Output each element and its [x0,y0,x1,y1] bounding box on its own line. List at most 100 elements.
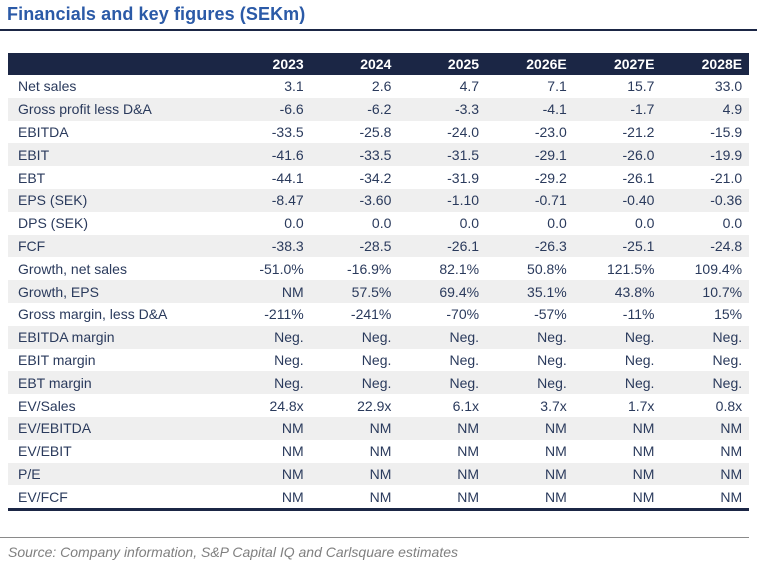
year-column-header: 2025 [398,53,487,75]
table-row: EV/Sales 24.8x 22.9x 6.1x 3.7x 1.7x 0.8x [8,394,750,417]
value-cell: -26.3 [534,237,567,254]
value-cell: -3.3 [454,101,480,118]
row-label: Growth, EPS [18,283,99,300]
value-cell: Neg. [361,329,392,346]
year-column-header: 2027E [573,53,662,75]
value-cell: NM [720,420,743,437]
value-cell: -25.8 [359,123,392,140]
value-cell: -24.8 [710,237,743,254]
value-cell: NM [720,488,743,505]
value-cell: -0.36 [710,192,743,209]
table-row: P/E NM NM NM NM NM NM [8,462,750,486]
row-label: Growth, net sales [18,260,127,277]
value-cell: NM [544,488,567,505]
value-cell: -29.2 [534,169,567,186]
value-cell: NM [632,443,655,460]
value-cell: Neg. [712,374,743,391]
value-cell: 33.0 [714,78,743,95]
row-label: DPS (SEK) [18,215,89,232]
value-cell: 0.0 [547,215,567,232]
financials-table: 2023 2024 2025 2026E 2027E 2028E Net sales 3.1… [8,53,750,512]
value-cell: NM [457,443,480,460]
year-column-header: 2026E [486,53,574,75]
row-label: P/E [18,465,41,482]
value-cell: -33.5 [271,123,304,140]
value-cell: NM [281,443,304,460]
value-cell: -23.0 [534,123,567,140]
row-label: EV/EBIT [18,443,72,460]
value-cell: 3.1 [284,78,304,95]
value-cell: -25.1 [622,237,655,254]
value-cell: -241% [350,306,392,323]
footer-divider [0,537,749,538]
row-label: Gross margin, less D&A [18,306,168,323]
value-cell: Neg. [624,329,655,346]
table-row: FCF -38.3 -28.5 -26.1 -26.3 -25.1 -24.8 [8,234,750,258]
value-cell: NM [369,465,392,482]
value-cell: 50.8% [527,260,567,277]
value-cell: NM [369,488,392,505]
value-cell: -211% [264,306,304,323]
row-label: EBT margin [18,374,92,391]
value-cell: 82.1% [439,260,480,277]
value-cell: -24.0 [447,123,480,140]
value-cell: -16.9% [347,260,392,277]
value-cell: NM [281,488,304,505]
table-row: EBIT -41.6 -33.5 -31.5 -29.1 -26.0 -19.9 [8,143,750,167]
row-label: FCF [18,237,46,254]
value-cell: 57.5% [351,283,392,300]
value-cell: -38.3 [271,237,304,254]
title-divider [0,29,757,31]
row-label: EV/Sales [18,397,76,414]
row-label: EV/EBITDA [18,420,92,437]
row-label: EBITDA margin [18,329,115,346]
value-cell: -44.1 [271,169,304,186]
value-cell: -8.47 [271,192,304,209]
table-row: EBT -44.1 -34.2 -31.9 -29.2 -26.1 -21.0 [8,166,750,189]
value-cell: Neg. [624,374,655,391]
value-cell: -1.7 [630,101,655,118]
value-cell: -31.9 [447,169,480,186]
value-cell: Neg. [537,374,567,391]
value-cell: Neg. [361,374,392,391]
value-cell: -26.0 [622,146,655,163]
row-label: EBITDA [18,123,69,140]
table-row: EPS (SEK) -8.47 -3.60 -1.10 -0.71 -0.40 -0.36 [8,188,750,212]
value-cell: NM [281,283,304,300]
value-cell: NM [369,443,392,460]
value-cell: 0.0 [371,215,392,232]
value-cell: 6.1x [452,397,480,414]
value-cell: 35.1% [527,283,567,300]
value-cell: NM [544,465,567,482]
value-cell: -3.60 [359,192,392,209]
row-label: EBT [18,169,46,186]
value-cell: -31.5 [447,146,480,163]
table-header: 2023 2024 2025 2026E 2027E 2028E [8,53,750,75]
value-cell: NM [457,488,480,505]
table-row: EBITDA margin Neg. Neg. Neg. Neg. Neg. Neg. [8,325,750,349]
table-row: EV/EBITDA NM NM NM NM NM NM [8,416,750,440]
value-cell: NM [632,488,655,505]
value-cell: NM [369,420,392,437]
value-cell: NM [632,465,655,482]
value-cell: Neg. [449,329,480,346]
value-cell: -11% [622,306,655,323]
value-cell: -33.5 [359,146,392,163]
table-row: EV/FCF NM NM NM NM NM NM [8,485,750,510]
value-cell: -28.5 [359,237,392,254]
table-row: EBITDA -33.5 -25.8 -24.0 -23.0 -21.2 -15.9 [8,120,750,144]
table-row: Growth, EPS NM 57.5% 69.4% 35.1% 43.8% 10.7% [8,280,750,303]
value-cell: -57% [534,306,567,323]
value-cell: 0.0 [634,215,655,232]
value-cell: 22.9x [357,397,392,414]
value-cell: 15% [714,306,743,323]
value-cell: NM [720,443,743,460]
value-cell: Neg. [361,351,392,368]
year-column-header: 2028E [661,53,750,75]
value-cell: -26.1 [622,169,655,186]
row-label: EPS (SEK) [18,192,88,209]
value-cell: 2.6 [371,78,392,95]
value-cell: 15.7 [627,78,655,95]
value-cell: -0.71 [534,192,567,209]
